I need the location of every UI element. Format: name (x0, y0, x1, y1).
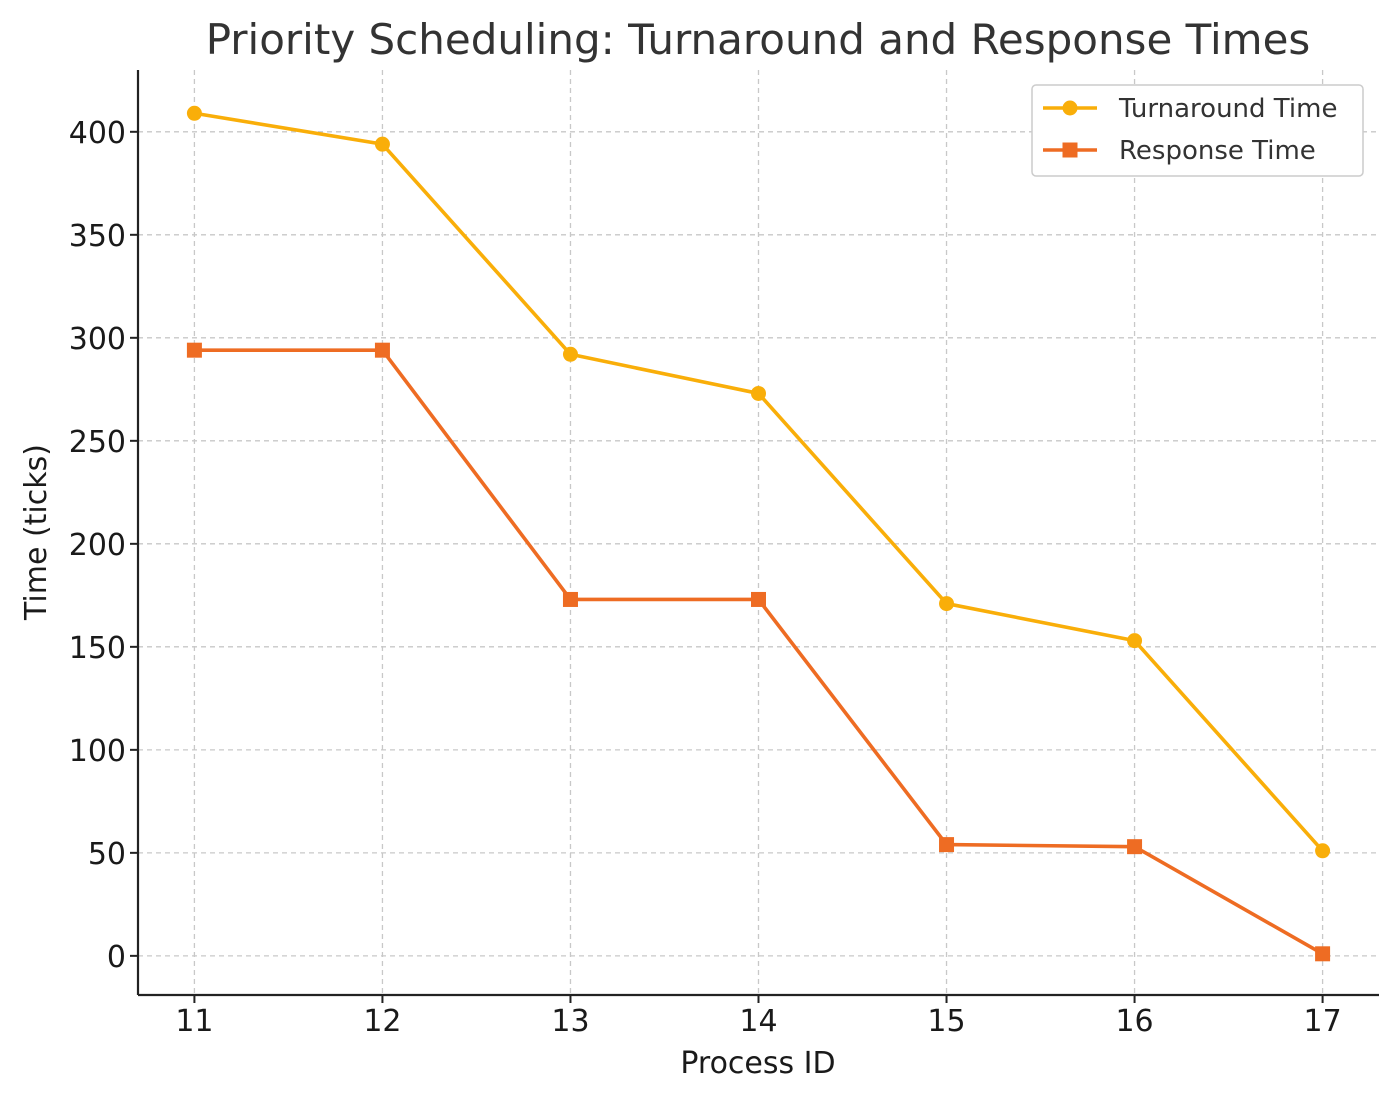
data-point (751, 591, 766, 607)
y-axis-label: Time (ticks) (19, 444, 54, 621)
data-point (939, 837, 955, 853)
data-point (1127, 633, 1143, 649)
data-point (374, 342, 390, 358)
legend-marker (1062, 142, 1078, 158)
data-point (562, 591, 578, 607)
y-tick-label: 200 (69, 528, 126, 563)
legend: Turnaround Time Response Time (1031, 84, 1364, 177)
series-turnaround-time (186, 105, 1331, 859)
data-point (186, 105, 202, 121)
data-point (1315, 843, 1331, 859)
ticks: 11 12 13 14 15 16 17 0 50 100 150 200 250 300 350 400 (69, 116, 1342, 1039)
legend-entry: Turnaround Time (1043, 94, 1337, 124)
y-tick-label: 300 (69, 322, 126, 357)
legend-box (1031, 84, 1364, 177)
data-point (1127, 839, 1143, 855)
y-tick-label: 100 (69, 734, 126, 769)
grid (138, 70, 1379, 995)
data-point (562, 346, 578, 362)
y-tick-label: 350 (69, 219, 126, 254)
y-tick-label: 150 (69, 631, 126, 666)
data-point (939, 596, 955, 612)
legend-label: Response Time (1119, 136, 1316, 166)
legend-entry: Response Time (1043, 136, 1316, 166)
y-tick-label: 250 (69, 425, 126, 460)
data-point (751, 385, 766, 401)
data-point (186, 342, 202, 358)
series-layer (186, 105, 1331, 962)
legend-items: Turnaround Time Response Time (1043, 94, 1337, 166)
x-tick-label: 15 (927, 1004, 965, 1039)
x-tick-label: 16 (1115, 1004, 1153, 1039)
x-tick-label: 11 (175, 1004, 213, 1039)
x-axis-label: Process ID (680, 1046, 835, 1081)
x-tick-label: 14 (739, 1004, 777, 1039)
x-tick-label: 13 (551, 1004, 589, 1039)
legend-marker (1062, 100, 1078, 116)
y-tick-label: 50 (88, 837, 126, 872)
series-response-time (186, 342, 1331, 962)
legend-label: Turnaround Time (1118, 94, 1337, 124)
data-point (1315, 946, 1331, 962)
data-point (374, 136, 390, 152)
x-tick-label: 12 (363, 1004, 401, 1039)
chart-title: Priority Scheduling: Turnaround and Resp… (206, 15, 1311, 64)
y-tick-label: 400 (69, 116, 126, 151)
x-tick-label: 17 (1303, 1004, 1341, 1039)
y-tick-label: 0 (107, 940, 126, 975)
